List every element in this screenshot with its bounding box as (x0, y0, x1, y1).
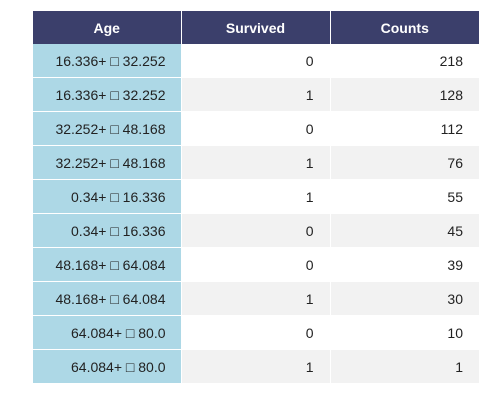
age-cell: 0.34+ □ 16.336 (33, 213, 182, 248)
table-row: 0.34+ □ 16.336 1 55 (33, 179, 479, 214)
age-cell: 32.252+ □ 48.168 (33, 145, 182, 180)
counts-cell: 10 (330, 315, 479, 350)
data-table-container: Age Survived Counts 16.336+ □ 32.252 0 2… (33, 11, 479, 384)
table-row: 16.336+ □ 32.252 1 128 (33, 77, 479, 112)
counts-cell: 218 (330, 44, 479, 78)
survived-cell: 1 (181, 281, 331, 316)
table-row: 32.252+ □ 48.168 1 76 (33, 145, 479, 180)
survived-cell: 0 (181, 247, 331, 282)
survived-cell: 1 (181, 145, 331, 180)
age-cell: 32.252+ □ 48.168 (33, 111, 182, 146)
counts-cell: 45 (330, 213, 479, 248)
table-row: 64.084+ □ 80.0 1 1 (33, 349, 479, 384)
age-cell: 0.34+ □ 16.336 (33, 179, 182, 214)
survived-cell: 1 (181, 179, 331, 214)
age-cell: 64.084+ □ 80.0 (33, 349, 182, 384)
table-row: 48.168+ □ 64.084 1 30 (33, 281, 479, 316)
age-cell: 48.168+ □ 64.084 (33, 281, 182, 316)
survived-cell: 0 (181, 315, 331, 350)
column-header-age[interactable]: Age (33, 11, 182, 44)
counts-cell: 30 (330, 281, 479, 316)
survived-cell: 0 (181, 111, 331, 146)
counts-cell: 112 (330, 111, 479, 146)
table-row: 32.252+ □ 48.168 0 112 (33, 111, 479, 146)
header-row: Age Survived Counts (33, 11, 479, 44)
table-row: 16.336+ □ 32.252 0 218 (33, 44, 479, 78)
survived-cell: 1 (181, 349, 331, 384)
column-header-counts[interactable]: Counts (330, 11, 479, 44)
table-row: 48.168+ □ 64.084 0 39 (33, 247, 479, 282)
table-row: 0.34+ □ 16.336 0 45 (33, 213, 479, 248)
counts-cell: 76 (330, 145, 479, 180)
survived-cell: 0 (181, 213, 331, 248)
survived-cell: 1 (181, 77, 331, 112)
column-header-survived[interactable]: Survived (181, 11, 331, 44)
counts-cell: 39 (330, 247, 479, 282)
data-table: Age Survived Counts 16.336+ □ 32.252 0 2… (33, 11, 479, 384)
survived-cell: 0 (181, 44, 331, 78)
counts-cell: 128 (330, 77, 479, 112)
age-cell: 16.336+ □ 32.252 (33, 44, 182, 78)
counts-cell: 55 (330, 179, 479, 214)
age-cell: 16.336+ □ 32.252 (33, 77, 182, 112)
table-row: 64.084+ □ 80.0 0 10 (33, 315, 479, 350)
counts-cell: 1 (330, 349, 479, 384)
age-cell: 64.084+ □ 80.0 (33, 315, 182, 350)
age-cell: 48.168+ □ 64.084 (33, 247, 182, 282)
